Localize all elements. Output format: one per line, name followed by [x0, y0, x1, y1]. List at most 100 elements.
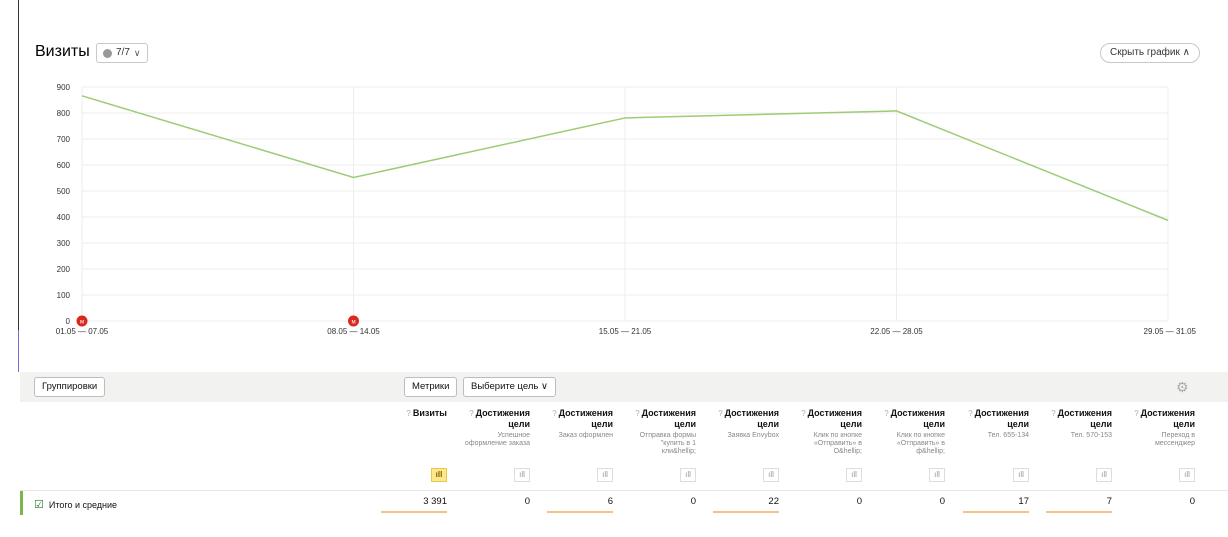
total-value: 3 391: [423, 496, 447, 507]
series-line: [81, 95, 1169, 222]
column-header[interactable]: ? Достижения цели Тел. 570-153: [1042, 408, 1112, 440]
x-tick-label: 15.05 — 21.05: [599, 327, 652, 336]
column-header[interactable]: ? Достижения цели Тел. 655-134: [959, 408, 1029, 440]
help-icon[interactable]: ?: [1051, 409, 1056, 418]
column-title-text: Достижения цели: [974, 408, 1029, 429]
annotation-marker-label: м: [80, 320, 84, 326]
total-value: 0: [1189, 496, 1195, 507]
column-header[interactable]: ? Достижения цели Заказ оформлен: [543, 408, 613, 440]
gear-icon[interactable]: ⚙: [1176, 379, 1189, 395]
x-tick-label: 08.05 — 14.05: [327, 327, 380, 336]
help-icon[interactable]: ?: [884, 409, 889, 418]
bar-chart-icon[interactable]: ıll: [597, 468, 613, 482]
y-tick-label: 500: [57, 187, 71, 196]
checkbox-checked-icon[interactable]: ☑: [34, 499, 44, 511]
column-title: ? Достижения цели: [1125, 408, 1195, 429]
help-icon[interactable]: ?: [801, 409, 806, 418]
choose-goal-label: Выберите цель: [471, 381, 539, 392]
report-title: Визиты: [35, 43, 90, 60]
value-underline: [713, 511, 779, 513]
help-icon[interactable]: ?: [718, 409, 723, 418]
column-subtitle: Заявка Envybox: [727, 432, 779, 439]
total-value: 17: [1018, 496, 1029, 507]
help-icon[interactable]: ?: [1134, 409, 1139, 418]
value-underline: [547, 511, 613, 513]
chevron-down-icon: ∨: [540, 381, 548, 392]
chart-grid: [81, 86, 1169, 322]
hide-chart-label: Скрыть график: [1110, 47, 1180, 58]
total-value: 6: [607, 496, 613, 507]
metrics-button[interactable]: Метрики: [404, 377, 458, 397]
annotation-marker-label: м: [351, 320, 355, 326]
column-title-text: Достижения цели: [807, 408, 862, 429]
y-tick-label: 800: [57, 109, 71, 118]
totals-row-label[interactable]: ☑ Итого и средние: [34, 498, 117, 511]
total-value: 0: [939, 496, 945, 507]
column-subtitle: Переход в мессенджер: [1154, 432, 1195, 447]
chevron-up-icon: ∧: [1182, 47, 1190, 58]
y-tick-label: 300: [57, 239, 71, 248]
help-icon[interactable]: ?: [968, 409, 973, 418]
column-header[interactable]: ? Достижения цели Клик по кнопке «Отправит…: [875, 408, 945, 456]
segments-label: 7/7: [116, 47, 130, 58]
column-header[interactable]: ? Достижения цели Переход в мессенджер: [1125, 408, 1195, 448]
comment-icon: [103, 48, 112, 58]
annotation-marker-dot: [76, 315, 88, 327]
column-subtitle: Успешное оформление заказа: [464, 432, 530, 447]
column-title: ? Достижения цели: [543, 408, 613, 429]
y-tick-label: 600: [57, 161, 71, 170]
help-icon[interactable]: ?: [469, 409, 474, 418]
column-header[interactable]: ? Достижения цели Клик по кнопке «Отправит…: [792, 408, 862, 456]
column-title-text: Достижения цели: [475, 408, 530, 429]
totals-accent: [20, 491, 23, 515]
row-separator: [20, 490, 1228, 491]
x-tick-label: 29.05 — 31.05: [1144, 327, 1197, 336]
report-toolbar: [20, 372, 1228, 402]
column-subtitle: Клик по кнопке «Отправить» в О&hellip;: [813, 432, 862, 455]
value-underline: [963, 511, 1029, 513]
x-tick-label: 22.05 — 28.05: [870, 327, 923, 336]
column-title: ? Визиты: [377, 408, 447, 419]
column-title: ? Достижения цели: [1042, 408, 1112, 429]
bar-chart-icon[interactable]: ıll: [1096, 468, 1112, 482]
hide-chart-button[interactable]: Скрыть график ∧: [1100, 43, 1200, 63]
bar-chart-icon[interactable]: ıll: [846, 468, 862, 482]
help-icon[interactable]: ?: [635, 409, 640, 418]
annotation-marker[interactable]: м: [76, 315, 88, 327]
column-title: ? Достижения цели: [460, 408, 530, 429]
groupings-button[interactable]: Группировки: [34, 377, 106, 397]
segments-button[interactable]: 7/7 ∨: [96, 43, 148, 63]
total-value: 0: [524, 496, 530, 507]
column-header[interactable]: ? Визиты: [377, 408, 447, 419]
visits-line-chart: 0 100 200 300 400 500 600 700 800 900 01.05 — 07.…: [56, 83, 1197, 336]
column-subtitle: Клик по кнопке «Отправить» в ф&hellip;: [896, 432, 945, 455]
column-title-text: Достижения цели: [890, 408, 945, 429]
bar-chart-icon[interactable]: ıll: [763, 468, 779, 482]
column-header[interactable]: ? Достижения цели Отправка формы "купить в…: [626, 408, 696, 456]
y-tick-label: 700: [57, 135, 71, 144]
value-underline: [1046, 511, 1112, 513]
column-header[interactable]: ? Достижения цели Заявка Envybox: [709, 408, 779, 440]
bar-chart-icon[interactable]: ıll: [514, 468, 530, 482]
bar-chart-icon[interactable]: ıll: [680, 468, 696, 482]
y-tick-label: 400: [57, 213, 71, 222]
bar-chart-icon[interactable]: ıll: [1179, 468, 1195, 482]
column-title-text: Достижения цели: [558, 408, 613, 429]
column-subtitle: Отправка формы "купить в 1 кли&hellip;: [639, 432, 696, 455]
column-subtitle: Тел. 655-134: [987, 432, 1029, 439]
bar-chart-icon[interactable]: ıll: [1013, 468, 1029, 482]
bar-chart-icon[interactable]: ıll: [431, 468, 447, 482]
column-title-text: Достижения цели: [641, 408, 696, 429]
choose-goal-dropdown[interactable]: Выберите цель ∨: [463, 377, 556, 397]
annotation-marker[interactable]: м: [348, 315, 359, 327]
bar-chart-icon[interactable]: ıll: [929, 468, 945, 482]
column-title-text: Визиты: [412, 408, 447, 418]
help-icon[interactable]: ?: [552, 409, 557, 418]
x-tick-label: 01.05 — 07.05: [56, 327, 109, 336]
column-header[interactable]: ? Достижения цели Успешное оформление зака…: [460, 408, 530, 448]
left-rule-accent: [18, 330, 19, 372]
column-title: ? Достижения цели: [792, 408, 862, 429]
left-rule: [18, 0, 19, 372]
total-value: 22: [768, 496, 779, 507]
help-icon[interactable]: ?: [406, 409, 411, 418]
